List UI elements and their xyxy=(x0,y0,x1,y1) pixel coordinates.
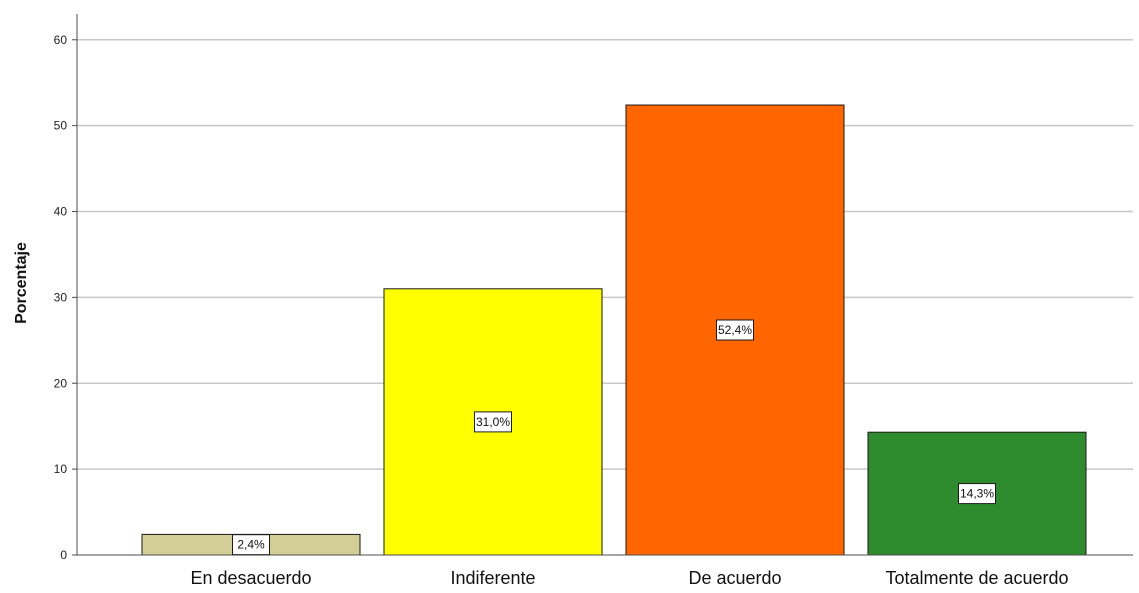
data-label-0: 2,4% xyxy=(237,538,265,552)
data-label-box-0 xyxy=(232,534,270,556)
x-axis-ticks: En desacuerdo Indiferente De acuerdo Totalm… xyxy=(190,568,1068,588)
data-label-box-1 xyxy=(474,411,512,433)
data-label-box-2 xyxy=(716,319,754,341)
data-label-box-3 xyxy=(958,483,996,505)
x-tick-label-2: De acuerdo xyxy=(688,568,781,588)
data-label-1: 31,0% xyxy=(476,415,510,429)
gridlines xyxy=(77,39,1133,470)
y-tick-label-50: 50 xyxy=(54,119,68,133)
y-tick-label-0: 0 xyxy=(60,548,67,562)
y-tick-label-30: 30 xyxy=(54,290,68,304)
data-labels: 2,4% 31,0% 52,4% 14,3% xyxy=(232,319,996,556)
y-tick-label-40: 40 xyxy=(54,205,68,219)
y-tick-label-20: 20 xyxy=(54,376,68,390)
x-tick-label-0: En desacuerdo xyxy=(190,568,311,588)
data-label-3: 14,3% xyxy=(960,487,994,501)
y-tick-label-60: 60 xyxy=(54,33,68,47)
data-label-2: 52,4% xyxy=(718,323,752,337)
x-tick-label-1: Indiferente xyxy=(450,568,535,588)
y-axis-ticks: 0 10 20 30 40 50 60 xyxy=(54,33,77,562)
bars xyxy=(141,104,1087,556)
bar-1 xyxy=(383,288,603,556)
y-axis-title: Porcentaje xyxy=(13,242,30,324)
x-tick-label-3: Totalmente de acuerdo xyxy=(885,568,1068,588)
y-tick-label-10: 10 xyxy=(54,462,68,476)
